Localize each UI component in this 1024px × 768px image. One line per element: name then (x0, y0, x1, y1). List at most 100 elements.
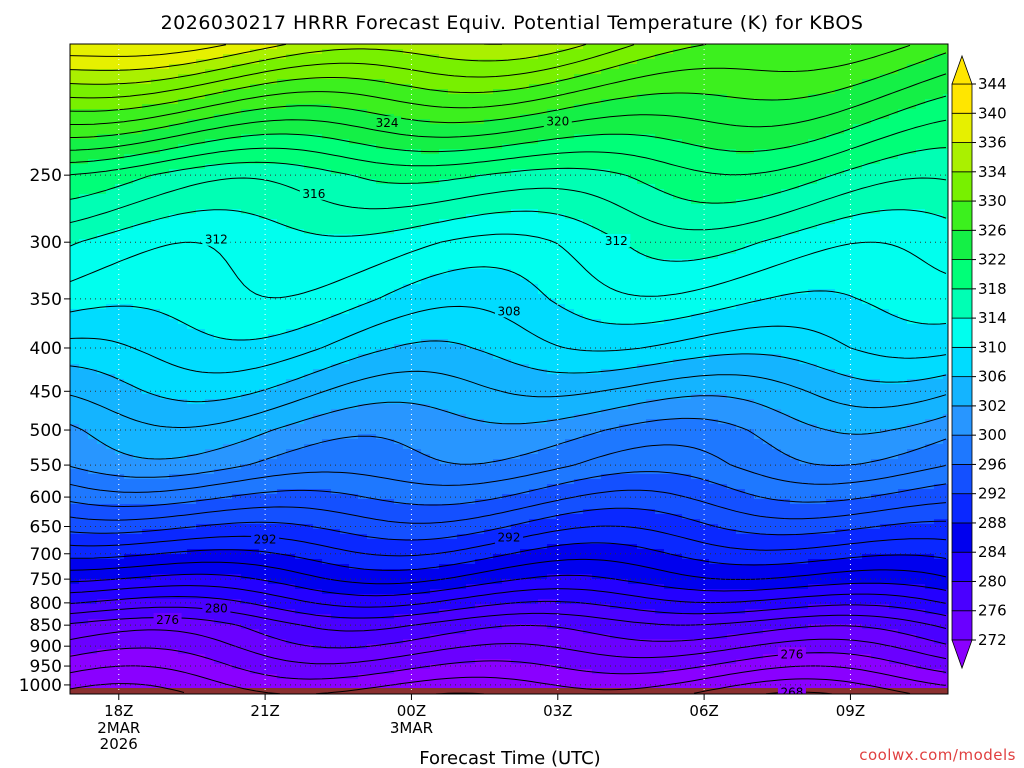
field-cell (241, 99, 251, 105)
field-cell (358, 154, 368, 160)
field-cell (394, 559, 404, 565)
field-cell (70, 429, 80, 435)
field-cell (169, 574, 179, 580)
field-cell (106, 344, 116, 350)
field-cell (268, 89, 278, 95)
field-cell (160, 569, 170, 575)
field-cell (376, 544, 386, 550)
field-cell (151, 229, 161, 235)
field-cell (394, 314, 404, 320)
field-cell (268, 674, 278, 680)
field-cell (142, 349, 152, 355)
field-cell (160, 374, 170, 380)
field-cell (187, 129, 197, 135)
field-cell (403, 329, 413, 335)
field-cell (268, 114, 278, 120)
field-cell (115, 224, 125, 230)
field-cell (385, 164, 395, 170)
field-cell (367, 334, 377, 340)
field-cell (286, 204, 296, 210)
field-cell (268, 309, 278, 315)
field-cell (304, 179, 314, 185)
field-cell (133, 339, 143, 345)
field-cell (142, 539, 152, 545)
field-cell (268, 444, 278, 450)
field-cell (250, 674, 260, 680)
field-cell (385, 654, 395, 660)
field-cell (403, 114, 413, 120)
field-cell (250, 269, 260, 275)
field-cell (124, 199, 134, 205)
field-cell (106, 244, 116, 250)
field-cell (160, 299, 170, 305)
field-cell (268, 59, 278, 65)
field-cell (169, 374, 179, 380)
field-cell (304, 354, 314, 360)
field-cell (241, 254, 251, 260)
field-cell (178, 634, 188, 640)
field-cell (304, 654, 314, 660)
field-cell (97, 389, 107, 395)
field-cell (241, 489, 251, 495)
field-cell (394, 594, 404, 600)
field-cell (385, 364, 395, 370)
field-cell (115, 394, 125, 400)
field-cell (178, 489, 188, 495)
field-cell (403, 149, 413, 155)
field-cell (385, 144, 395, 150)
field-cell (322, 514, 332, 520)
field-cell (277, 634, 287, 640)
field-cell (160, 469, 170, 475)
field-cell (214, 509, 224, 515)
field-cell (169, 199, 179, 205)
field-cell (169, 624, 179, 630)
field-cell (232, 489, 242, 495)
field-cell (97, 89, 107, 95)
field-cell (214, 219, 224, 225)
field-cell (133, 469, 143, 475)
field-cell (376, 94, 386, 100)
field-cell (124, 234, 134, 240)
field-cell (358, 274, 368, 280)
field-cell (160, 354, 170, 360)
field-cell (394, 279, 404, 285)
field-cell (115, 314, 125, 320)
field-cell (187, 359, 197, 365)
field-cell (205, 634, 215, 640)
field-cell (70, 644, 80, 650)
field-cell (277, 379, 287, 385)
field-cell (124, 434, 134, 440)
field-cell (97, 239, 107, 245)
field-cell (88, 44, 98, 50)
field-cell (232, 49, 242, 55)
field-cell (331, 179, 341, 185)
field-cell (313, 179, 323, 185)
field-cell (340, 619, 350, 625)
field-cell (214, 664, 224, 670)
field-cell (313, 59, 323, 65)
field-cell (169, 474, 179, 480)
field-cell (331, 634, 341, 640)
field-cell (259, 229, 269, 235)
field-cell (79, 399, 89, 405)
field-cell (142, 184, 152, 190)
field-cell (340, 189, 350, 195)
field-cell (412, 99, 422, 105)
field-cell (340, 519, 350, 525)
field-cell (196, 274, 206, 280)
field-cell (403, 629, 413, 635)
field-cell (160, 494, 170, 500)
field-cell (115, 559, 125, 565)
field-cell (322, 524, 332, 530)
field-cell (70, 649, 80, 655)
field-cell (133, 624, 143, 630)
field-cell (124, 104, 134, 110)
field-cell (97, 344, 107, 350)
field-cell (196, 244, 206, 250)
field-cell (169, 179, 179, 185)
field-cell (133, 484, 143, 490)
field-cell (250, 219, 260, 225)
field-cell (241, 419, 251, 425)
field-cell (358, 259, 368, 265)
field-cell (187, 149, 197, 155)
